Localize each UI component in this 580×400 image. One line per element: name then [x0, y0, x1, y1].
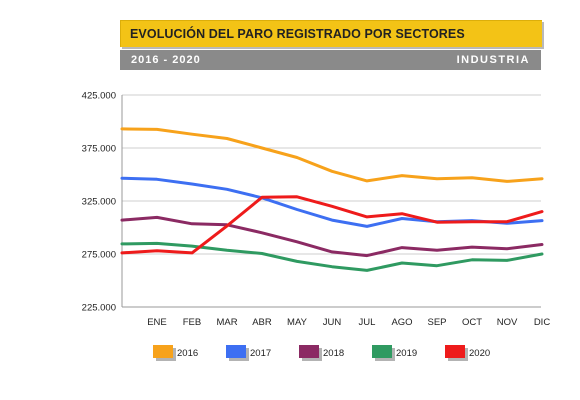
legend-label: 2020	[469, 348, 490, 359]
legend: 2016 2017 2018 2019 2020	[153, 345, 490, 361]
series-lines	[120, 127, 544, 272]
x-tick-label: SEP	[427, 317, 446, 328]
x-tick-label: MAY	[287, 317, 308, 328]
series-line-2016	[120, 127, 544, 183]
legend-label: 2019	[396, 348, 417, 359]
y-tick-label: 425.000	[82, 91, 116, 102]
legend-swatch-2018	[299, 345, 319, 358]
period-label: 2016 - 2020	[131, 54, 201, 66]
series-line-2019	[120, 241, 544, 272]
x-tick-label: MAR	[216, 317, 237, 328]
x-tick-label: ENE	[147, 317, 167, 328]
legend-label: 2017	[250, 348, 271, 359]
x-tick-label: DIC	[534, 317, 551, 328]
legend-swatch-2017	[226, 345, 246, 358]
legend-swatch-2016	[153, 345, 173, 358]
x-tick-label: ABR	[252, 317, 272, 328]
x-tick-label: JUL	[359, 317, 376, 328]
legend-label: 2016	[177, 348, 198, 359]
series-line-2017	[120, 176, 544, 228]
x-tick-label: JUN	[323, 317, 342, 328]
chart-title-bar: EVOLUCIÓN DEL PARO REGISTRADO POR SECTOR…	[120, 20, 542, 47]
x-tick-label: NOV	[497, 317, 518, 328]
y-tick-label: 225.000	[82, 303, 116, 314]
sector-label: INDUSTRIA	[456, 54, 530, 66]
series-line-2020	[120, 195, 544, 255]
x-tick-label: FEB	[183, 317, 201, 328]
series-line-2018	[120, 215, 544, 258]
chart-subtitle-bar: 2016 - 2020 INDUSTRIA	[120, 50, 541, 70]
x-tick-label: AGO	[391, 317, 412, 328]
legend-swatch-2020	[445, 345, 465, 358]
x-axis: ENE FEB MAR ABR MAY JUN JUL AGO SEP OCT NOV DIC	[147, 317, 550, 328]
chart-title: EVOLUCIÓN DEL PARO REGISTRADO POR SECTOR…	[130, 27, 465, 41]
gridlines	[122, 94, 541, 308]
legend-label: 2018	[323, 348, 344, 359]
x-tick-label: OCT	[462, 317, 482, 328]
legend-swatch-2019	[372, 345, 392, 358]
y-axis: 225.000 275.000 325.000 375.000 425.000	[82, 91, 541, 314]
y-tick-label: 325.000	[82, 197, 116, 208]
y-tick-label: 375.000	[82, 144, 116, 155]
y-tick-label: 275.000	[82, 250, 116, 261]
